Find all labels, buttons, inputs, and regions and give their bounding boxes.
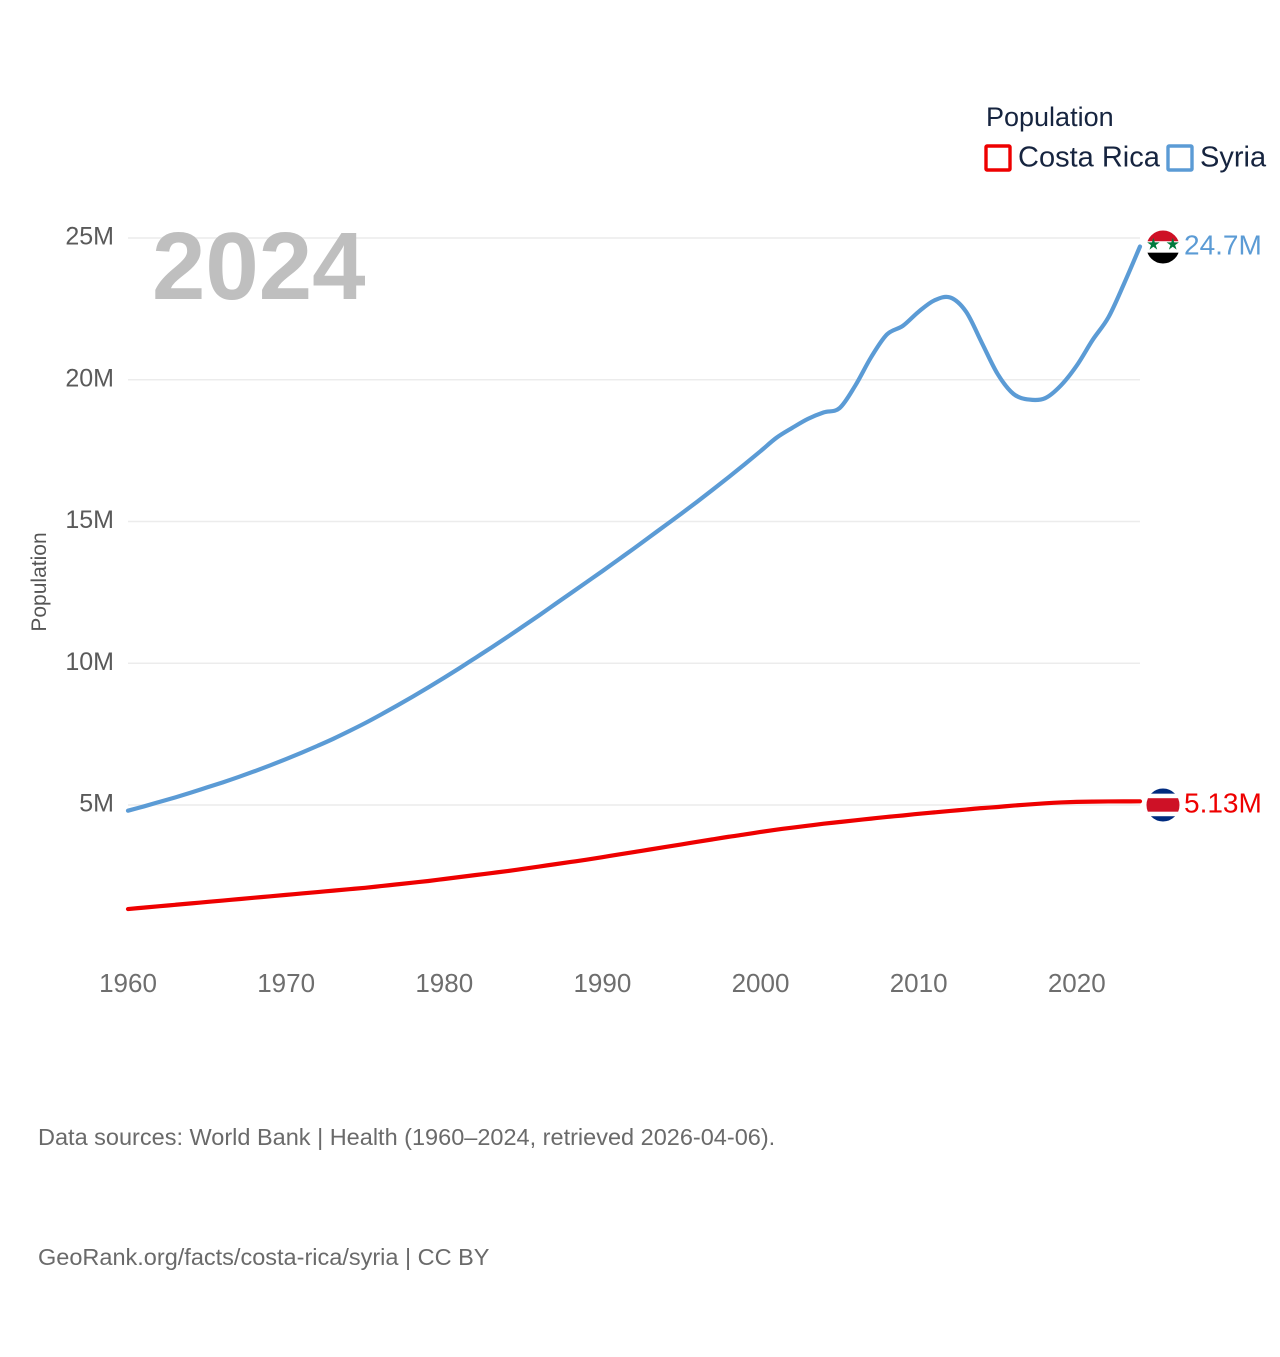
footer-attribution: Data sources: World Bank | Health (1960–… <box>38 1037 775 1357</box>
series-line-costa-rica <box>125 799 1143 912</box>
footer-line-url: GeoRank.org/facts/costa-rica/syria | CC … <box>38 1244 490 1270</box>
x-tick-1990: 1990 <box>573 968 631 998</box>
x-axis-tick-labels: 1960 1970 1980 1990 2000 2010 2020 <box>99 968 1106 998</box>
y-tick-15M: 15M <box>65 506 114 534</box>
legend-item-syria[interactable]: Syria <box>1166 142 1267 174</box>
footer-line-sources: Data sources: World Bank | Health (1960–… <box>38 1124 776 1150</box>
end-label-costa-rica: 5.13M <box>1184 787 1262 818</box>
end-labels-group: ★ ★ 24.7M5.13M <box>1145 229 1262 823</box>
population-line-chart: 5M 10M 15M 20M 25M 1960 1970 1980 1990 2000 2010 2… <box>28 102 1267 1270</box>
x-tick-1980: 1980 <box>415 968 473 998</box>
costa-rica-flag-icon <box>1145 787 1181 823</box>
y-tick-25M: 25M <box>65 223 114 251</box>
x-tick-2020: 2020 <box>1048 968 1106 998</box>
series-line-syria <box>125 244 1143 813</box>
svg-text:★: ★ <box>1165 235 1179 254</box>
x-tick-1960: 1960 <box>99 968 157 998</box>
legend-label-costa-rica: Costa Rica <box>1018 142 1161 174</box>
y-axis-tick-labels: 5M 10M 15M 20M 25M <box>65 223 114 818</box>
chart-canvas: 5M 10M 15M 20M 25M 1960 1970 1980 1990 2000 2010 2… <box>28 102 1267 998</box>
y-tick-20M: 20M <box>65 364 114 392</box>
svg-text:★: ★ <box>1146 235 1160 254</box>
y-axis-title: Population <box>28 532 51 631</box>
y-tick-10M: 10M <box>65 648 114 676</box>
x-tick-1970: 1970 <box>257 968 315 998</box>
year-watermark: 2024 <box>152 213 366 320</box>
legend[interactable]: Population Costa Rica Syria <box>984 102 1267 174</box>
gridlines-group <box>128 237 1140 806</box>
legend-label-syria: Syria <box>1200 142 1267 174</box>
legend-item-costa-rica[interactable]: Costa Rica <box>984 142 1161 174</box>
legend-title: Population <box>986 102 1114 132</box>
x-tick-2000: 2000 <box>732 968 790 998</box>
end-label-syria: 24.7M <box>1184 229 1262 260</box>
x-tick-2010: 2010 <box>890 968 948 998</box>
legend-swatch-costa-rica <box>984 144 1012 172</box>
series-paths-group <box>125 244 1143 912</box>
legend-swatch-syria <box>1166 144 1194 172</box>
syria-flag-icon: ★ ★ <box>1145 229 1181 265</box>
y-tick-5M: 5M <box>79 790 114 818</box>
